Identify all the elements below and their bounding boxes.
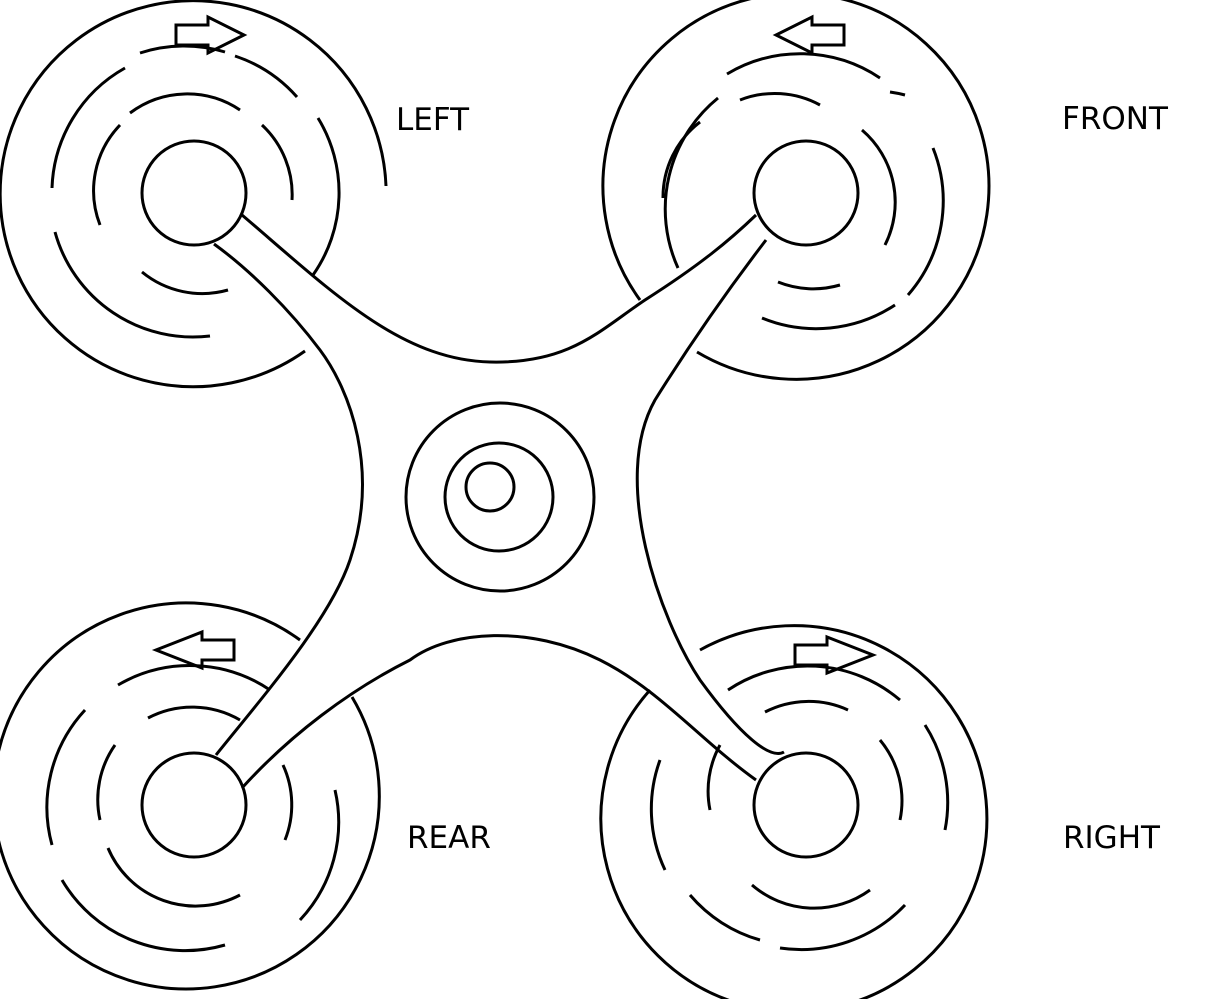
label-left: LEFT xyxy=(396,102,470,138)
central-body-middle xyxy=(443,441,555,553)
central-body-outer xyxy=(404,401,596,593)
central-body-inner xyxy=(464,461,516,513)
rotor-front-outer-ring xyxy=(601,0,991,381)
rotor-rear-hub xyxy=(140,751,248,859)
label-front: FRONT xyxy=(1062,101,1169,137)
rotor-right-hub xyxy=(752,751,860,859)
rotor-left-blur-rings xyxy=(50,44,341,339)
central-body xyxy=(404,401,596,593)
rotor-right xyxy=(599,624,989,999)
rotor-left-hub xyxy=(140,139,248,247)
rotor-rear-blur-rings xyxy=(45,664,341,953)
label-right: RIGHT xyxy=(1063,820,1161,856)
rotor-front xyxy=(601,0,991,381)
rotor-right-outer-ring xyxy=(599,624,989,999)
rotor-front-hub xyxy=(752,139,860,247)
spin-arrow-left-icon xyxy=(151,629,236,671)
spin-arrow-right-icon xyxy=(174,14,248,56)
rotor-right-blur-rings xyxy=(649,664,950,952)
rotor-rear-outer-ring xyxy=(0,601,381,991)
rotor-front-blur-rings xyxy=(661,52,945,331)
rotor-left xyxy=(0,0,388,389)
rotor-left-outer-ring xyxy=(0,0,388,389)
spin-arrow-right-icon xyxy=(793,634,878,676)
label-rear: REAR xyxy=(407,820,491,856)
rotor-rear xyxy=(0,601,381,991)
spin-arrow-left-icon xyxy=(772,14,846,56)
drone-frame xyxy=(213,213,785,790)
